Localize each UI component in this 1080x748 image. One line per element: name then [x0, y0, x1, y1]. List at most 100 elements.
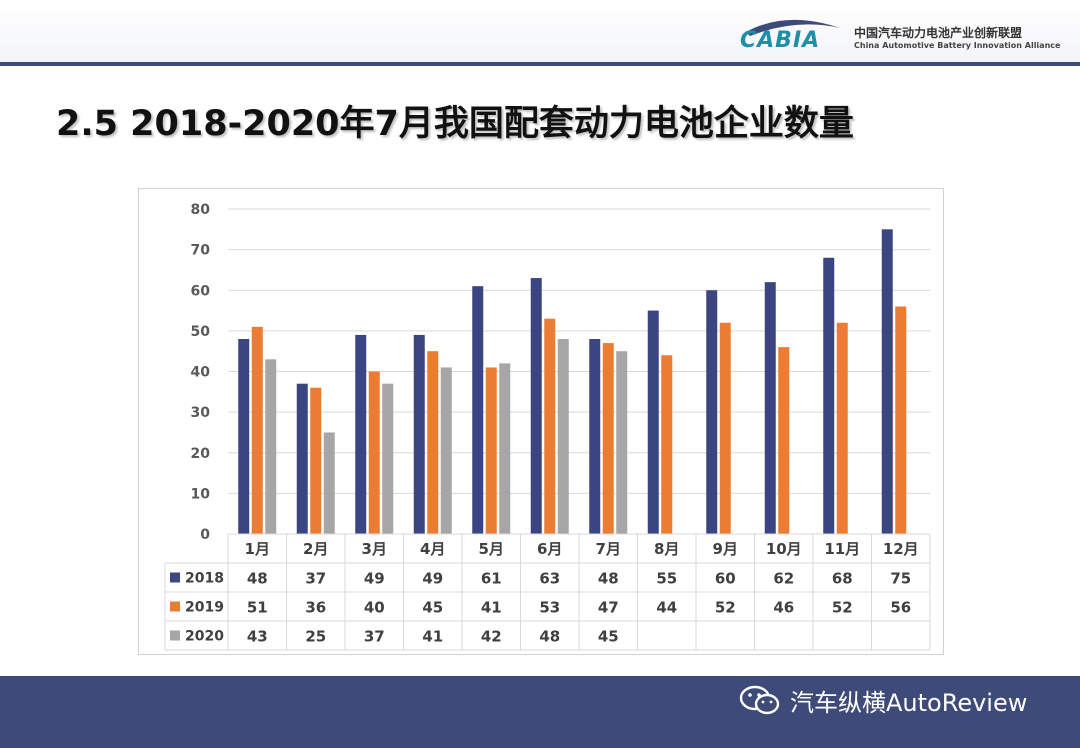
- bar-2019: [719, 322, 731, 534]
- bar-2019: [310, 387, 322, 534]
- category-label: 1月: [245, 540, 270, 558]
- bar-2020: [440, 367, 452, 534]
- data-label: 47: [598, 599, 619, 617]
- data-label: 41: [422, 628, 443, 646]
- data-label: 37: [364, 628, 385, 646]
- bar-2019: [427, 351, 439, 534]
- bar-2018: [530, 278, 542, 534]
- data-label: 42: [481, 628, 502, 646]
- bar-2018: [589, 339, 601, 534]
- bar-2020: [557, 339, 569, 534]
- data-label: 49: [364, 570, 385, 588]
- bar-2018: [296, 383, 308, 534]
- data-label: 53: [539, 599, 560, 617]
- org-name-cn: 中国汽车动力电池产业创新联盟: [854, 26, 1023, 40]
- y-tick-label: 40: [191, 365, 211, 381]
- header-divider: [0, 62, 1080, 66]
- legend-key-2018: [170, 572, 180, 583]
- y-tick-label: 80: [191, 202, 211, 218]
- data-label: 43: [247, 628, 268, 646]
- y-tick-label: 60: [191, 283, 211, 299]
- bar-2020: [616, 351, 628, 534]
- bar-2019: [895, 306, 907, 534]
- data-label: 41: [481, 599, 502, 617]
- y-tick-label: 20: [191, 446, 211, 462]
- data-label: 45: [422, 599, 443, 617]
- category-label: 6月: [537, 540, 562, 558]
- legend-key-2019: [170, 601, 180, 612]
- legend-label: 2020: [185, 629, 224, 645]
- org-name-en: China Automotive Battery Innovation Alli…: [854, 41, 1061, 50]
- data-label: 37: [305, 570, 326, 588]
- bar-2019: [602, 343, 614, 534]
- bar-2020: [499, 363, 511, 534]
- category-label: 9月: [713, 540, 738, 558]
- data-label: 48: [247, 570, 268, 588]
- bar-2020: [265, 359, 277, 534]
- data-label: 44: [656, 599, 677, 617]
- bar-2018: [764, 282, 776, 534]
- data-label: 63: [539, 570, 560, 588]
- watermark: 汽车纵横AutoReview: [738, 684, 1028, 717]
- data-label: 36: [305, 599, 326, 617]
- y-tick-label: 0: [200, 527, 210, 543]
- bar-2020: [382, 383, 394, 534]
- data-label: 56: [890, 599, 911, 617]
- category-label: 11月: [824, 540, 860, 558]
- legend-key-2020: [170, 630, 180, 641]
- bar-2018: [706, 290, 718, 534]
- data-label: 55: [656, 570, 677, 588]
- data-label: 48: [598, 570, 619, 588]
- y-tick-label: 30: [191, 405, 211, 421]
- data-label: 61: [481, 570, 502, 588]
- data-label: 49: [422, 570, 443, 588]
- data-label: 68: [832, 570, 853, 588]
- data-label: 62: [773, 570, 794, 588]
- category-label: 8月: [654, 540, 679, 558]
- category-label: 7月: [596, 540, 621, 558]
- bar-2018: [238, 339, 250, 534]
- category-label: 5月: [479, 540, 504, 558]
- bar-2018: [647, 310, 659, 534]
- data-label: 52: [715, 599, 736, 617]
- category-label: 3月: [362, 540, 387, 558]
- category-label: 4月: [420, 540, 445, 558]
- bar-2019: [544, 318, 556, 534]
- y-tick-label: 70: [191, 243, 211, 259]
- bar-2018: [472, 286, 484, 534]
- data-label: 46: [773, 599, 794, 617]
- bar-2018: [823, 257, 835, 534]
- cabia-logo-swoosh-icon: [746, 19, 840, 36]
- bar-chart: 0 10 20 30 40 50 60 70 80 1月 2月 3月 4月 5月 6月 7月 8月 9月 10月 11…: [164, 202, 931, 651]
- chart-frame: 0 10 20 30 40 50 60 70 80 1月 2月 3月 4月 5月 6月 7月 8月 9月 10月 11…: [138, 188, 944, 655]
- bar-2018: [413, 334, 425, 534]
- bar-2019: [836, 322, 848, 534]
- bar-2018: [881, 229, 893, 534]
- category-label: 12月: [883, 540, 919, 558]
- legend-label: 2018: [185, 571, 224, 587]
- y-tick-label: 10: [191, 486, 211, 502]
- bar-2018: [355, 334, 367, 534]
- legend-label: 2019: [185, 600, 224, 616]
- page-title: 2.5 2018-2020年7月我国配套动力电池企业数量: [56, 104, 854, 144]
- category-label: 2月: [303, 540, 328, 558]
- data-label: 60: [715, 570, 736, 588]
- bar-2019: [251, 326, 263, 534]
- data-label: 51: [247, 599, 268, 617]
- bar-2019: [368, 371, 380, 534]
- bar-2020: [323, 432, 335, 534]
- bar-2019: [778, 347, 790, 534]
- category-label: 10月: [766, 540, 802, 558]
- wechat-icon: [739, 685, 780, 715]
- logo-text: CABIA: [740, 28, 821, 53]
- data-label: 48: [539, 628, 560, 646]
- data-label: 45: [598, 628, 619, 646]
- data-label: 52: [832, 599, 853, 617]
- y-tick-label: 50: [191, 324, 211, 340]
- data-label: 25: [305, 628, 326, 646]
- bar-2019: [485, 367, 497, 534]
- bar-2019: [661, 355, 673, 534]
- data-label: 40: [364, 599, 385, 617]
- watermark-text: 汽车纵横AutoReview: [790, 688, 1028, 717]
- header-bar: [0, 0, 1080, 62]
